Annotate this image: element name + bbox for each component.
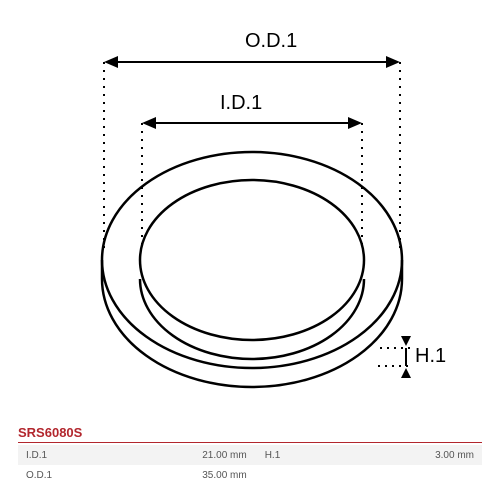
page: O.D.1 I.D.1 H.1 SRS6080S I.D.1 21.00 mm … [0,0,500,500]
spec-label: O.D.1 [18,470,97,481]
od-label: O.D.1 [245,30,297,53]
table-row: O.D.1 35.00 mm [18,465,482,485]
table-row: I.D.1 21.00 mm H.1 3.00 mm [18,445,482,465]
accent-divider [18,442,482,443]
spec-label: I.D.1 [18,450,97,461]
spec-label: H.1 [259,450,322,461]
spec-table: I.D.1 21.00 mm H.1 3.00 mm O.D.1 35.00 m… [18,445,482,485]
spec-value: 21.00 mm [97,450,258,461]
spec-value: 35.00 mm [97,470,258,481]
ring-diagram: O.D.1 I.D.1 H.1 [0,0,500,420]
id-label: I.D.1 [220,92,262,115]
part-number: SRS6080S [18,425,82,440]
h-label: H.1 [415,345,446,368]
spec-value: 3.00 mm [322,450,482,461]
